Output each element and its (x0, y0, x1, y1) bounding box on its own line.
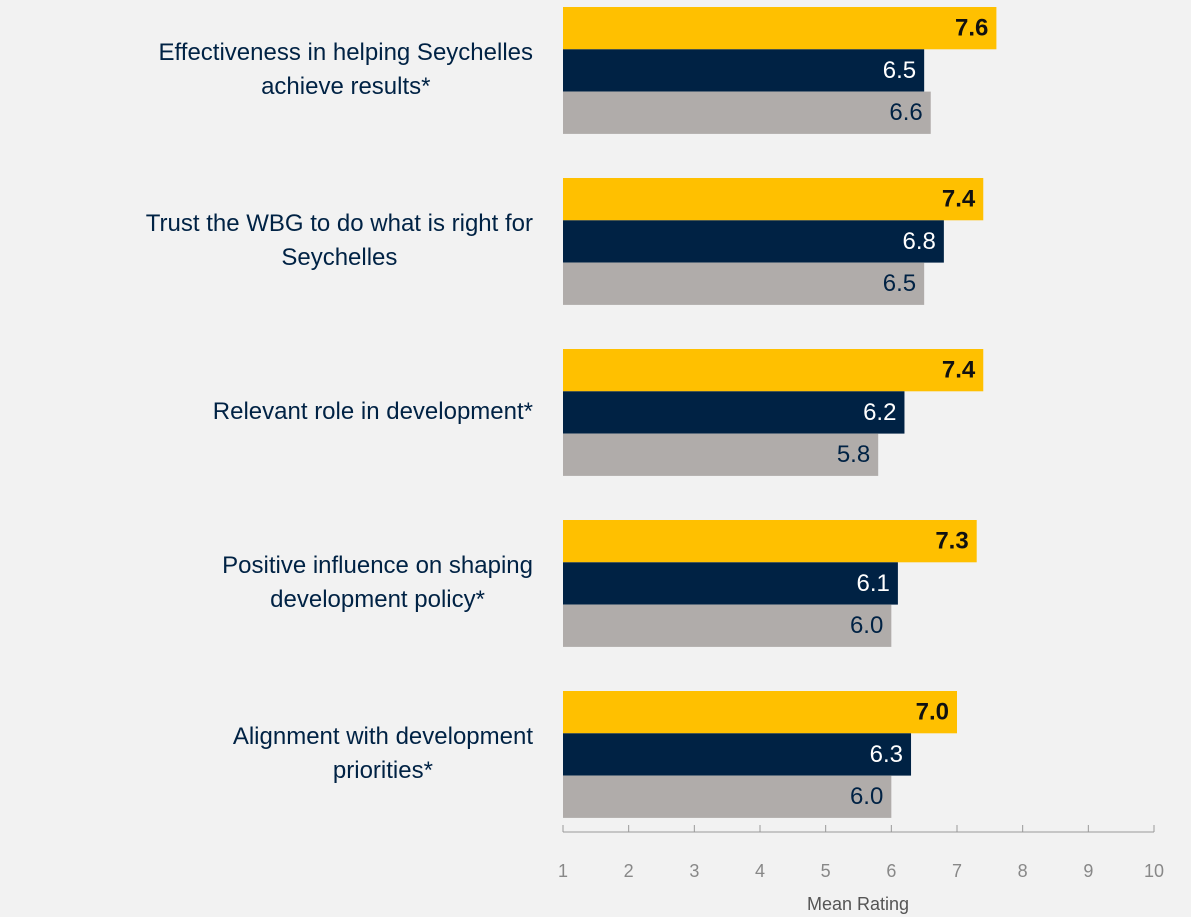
value-label: 7.0 (916, 698, 949, 725)
category-label: Positive influence on shaping (222, 552, 533, 579)
bar (563, 520, 977, 563)
bar (563, 433, 879, 476)
value-label: 6.5 (883, 57, 916, 84)
x-tick-label: 6 (886, 861, 896, 881)
value-label: 7.4 (942, 185, 976, 212)
bar (563, 7, 997, 50)
x-tick-label: 8 (1018, 861, 1028, 881)
bar (563, 775, 892, 818)
x-tick-label: 10 (1144, 861, 1164, 881)
x-tick-label: 4 (755, 861, 765, 881)
bar (563, 220, 944, 263)
category-label: Trust the WBG to do what is right for (146, 210, 533, 237)
value-label: 6.5 (883, 270, 916, 297)
value-label: 6.2 (863, 399, 896, 426)
value-label: 7.4 (942, 356, 976, 383)
category-label: achieve results* (261, 73, 430, 100)
bar (563, 349, 984, 392)
category-label: Alignment with development (233, 723, 533, 750)
category-label: development policy* (270, 586, 485, 613)
category-label: Effectiveness in helping Seychelles (159, 39, 533, 66)
bar (563, 49, 925, 92)
bar (563, 178, 984, 221)
x-tick-label: 1 (558, 861, 568, 881)
value-label: 6.0 (850, 612, 883, 639)
bar (563, 604, 892, 647)
value-label: 6.0 (850, 783, 883, 810)
category-label: Relevant role in development* (213, 398, 533, 425)
x-tick-label: 3 (689, 861, 699, 881)
bar (563, 691, 957, 734)
value-label: 5.8 (837, 441, 870, 468)
x-tick-label: 5 (821, 861, 831, 881)
bar (563, 262, 925, 305)
bar (563, 562, 898, 605)
value-label: 7.6 (955, 14, 988, 41)
x-tick-label: 2 (624, 861, 634, 881)
x-axis-title: Mean Rating (807, 894, 909, 914)
value-label: 6.3 (870, 741, 903, 768)
x-tick-label: 7 (952, 861, 962, 881)
value-label: 6.1 (857, 570, 890, 597)
bar (563, 91, 931, 134)
value-label: 6.6 (889, 99, 922, 126)
value-label: 7.3 (935, 527, 968, 554)
category-label: Seychelles (281, 244, 397, 271)
value-label: 6.8 (902, 228, 935, 255)
bar (563, 391, 905, 434)
x-tick-label: 9 (1083, 861, 1093, 881)
category-label: priorities* (333, 757, 433, 784)
bar (563, 733, 912, 776)
